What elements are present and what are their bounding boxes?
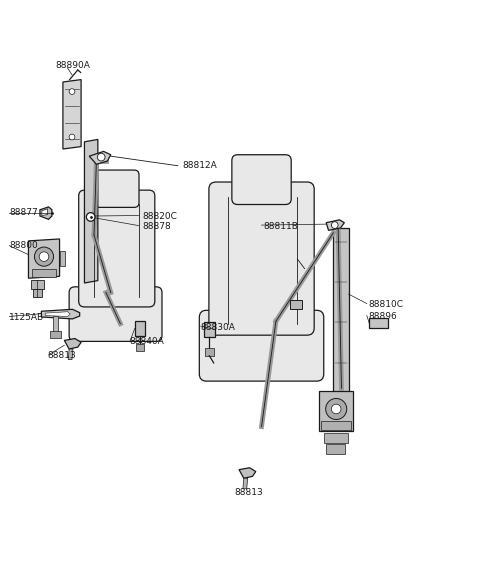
Polygon shape <box>42 209 48 216</box>
Circle shape <box>97 153 105 161</box>
Text: 88878: 88878 <box>142 222 170 231</box>
Polygon shape <box>326 220 344 230</box>
Text: 88813: 88813 <box>48 351 76 360</box>
Bar <box>50 331 61 338</box>
Circle shape <box>325 398 347 419</box>
Bar <box>333 228 348 417</box>
FancyBboxPatch shape <box>209 182 314 335</box>
Polygon shape <box>45 312 70 316</box>
FancyBboxPatch shape <box>199 310 324 381</box>
Circle shape <box>69 89 75 95</box>
Polygon shape <box>84 139 98 283</box>
Text: 88890A: 88890A <box>56 61 91 70</box>
Circle shape <box>39 252 49 261</box>
Polygon shape <box>243 478 248 489</box>
Polygon shape <box>63 80 81 149</box>
Bar <box>324 433 348 443</box>
FancyBboxPatch shape <box>95 170 139 207</box>
Polygon shape <box>41 310 80 319</box>
Text: 88840A: 88840A <box>129 337 164 346</box>
Text: 88820C: 88820C <box>142 212 177 221</box>
Polygon shape <box>239 468 256 478</box>
Bar <box>31 280 44 289</box>
Bar <box>33 289 42 297</box>
Text: 88830A: 88830A <box>201 323 236 332</box>
Bar <box>322 421 351 430</box>
Polygon shape <box>28 239 60 278</box>
Bar <box>60 251 65 267</box>
Polygon shape <box>64 338 81 349</box>
Circle shape <box>331 222 338 229</box>
Bar <box>136 344 144 351</box>
FancyBboxPatch shape <box>79 190 155 307</box>
Circle shape <box>86 213 95 221</box>
Bar <box>326 444 345 454</box>
Bar <box>135 321 145 336</box>
Text: 88813: 88813 <box>234 488 263 497</box>
FancyBboxPatch shape <box>69 287 162 341</box>
Bar <box>204 322 215 337</box>
Circle shape <box>331 404 341 414</box>
Bar <box>319 391 353 431</box>
Bar <box>32 269 56 277</box>
Text: 88812A: 88812A <box>182 161 217 170</box>
Circle shape <box>35 247 54 266</box>
Polygon shape <box>89 151 111 164</box>
Bar <box>369 318 388 328</box>
Polygon shape <box>68 349 73 359</box>
Text: 88810C: 88810C <box>368 300 403 309</box>
Text: 1125AB: 1125AB <box>9 313 45 322</box>
Text: 88896: 88896 <box>368 312 397 321</box>
Text: 88811B: 88811B <box>263 222 298 231</box>
Text: 88800: 88800 <box>9 241 38 250</box>
Polygon shape <box>40 207 52 220</box>
Text: 88877: 88877 <box>9 208 38 217</box>
FancyBboxPatch shape <box>232 155 291 204</box>
Bar <box>290 300 302 310</box>
Circle shape <box>69 134 75 140</box>
Bar <box>53 316 58 332</box>
Bar <box>205 348 214 356</box>
